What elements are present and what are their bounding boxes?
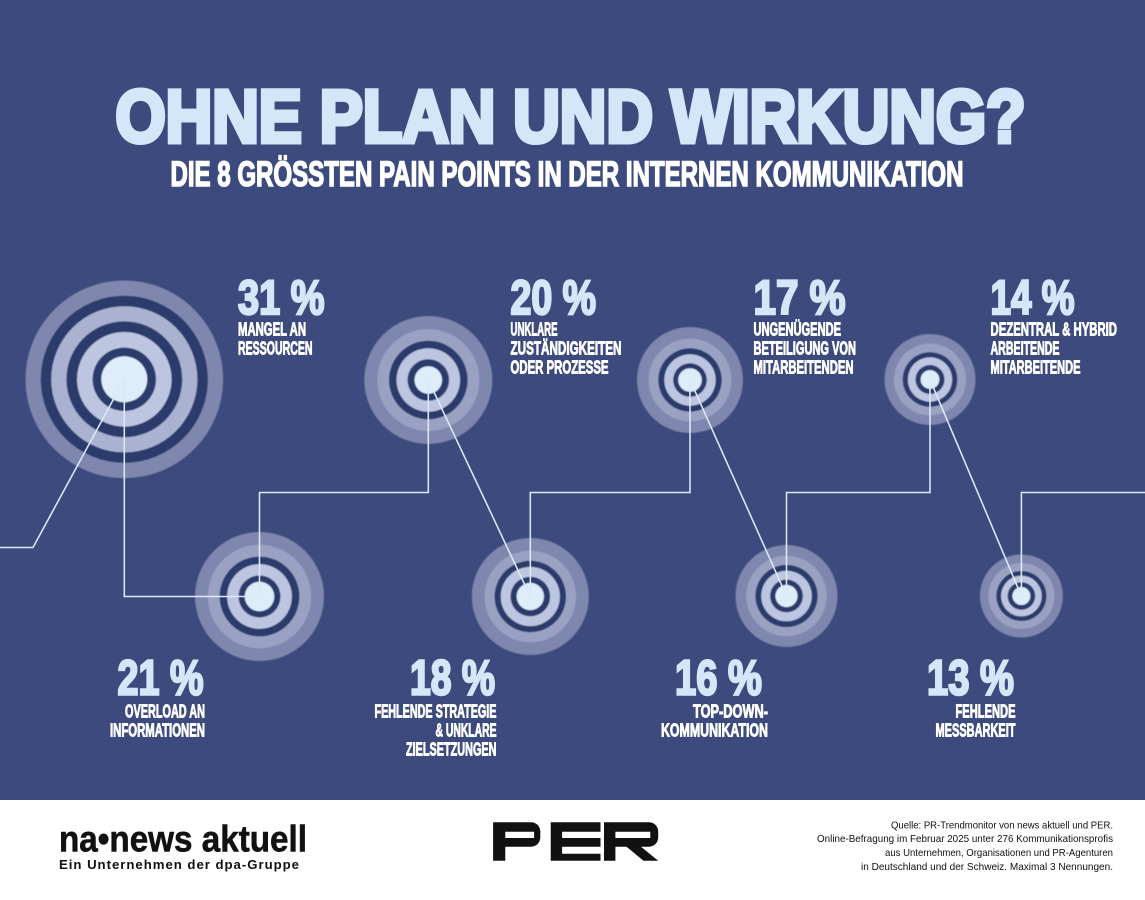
svg-text:in Deutschland und der Schweiz: in Deutschland und der Schweiz. Maximal … [861, 861, 1113, 873]
svg-text:ODER PROZESSE: ODER PROZESSE [511, 358, 609, 378]
svg-text:31 %: 31 % [238, 272, 325, 325]
svg-text:Ein Unternehmen der dpa-Gruppe: Ein Unternehmen der dpa-Gruppe [59, 857, 299, 872]
svg-text:TOP-DOWN-: TOP-DOWN- [693, 702, 768, 722]
svg-text:14 %: 14 % [991, 272, 1075, 325]
svg-text:OVERLOAD AN: OVERLOAD AN [125, 702, 205, 722]
svg-text:KOMMUNIKATION: KOMMUNIKATION [661, 721, 768, 741]
svg-text:18 %: 18 % [410, 652, 495, 706]
svg-text:ZIELSETZUNGEN: ZIELSETZUNGEN [406, 740, 497, 760]
svg-text:Online-Befragung im Februar 20: Online-Befragung im Februar 2025 unter 2… [817, 833, 1113, 845]
svg-text:MESSBARKEIT: MESSBARKEIT [936, 721, 1016, 741]
svg-text:16 %: 16 % [675, 652, 762, 706]
svg-text:MITARBEITENDEN: MITARBEITENDEN [754, 358, 854, 378]
svg-text:INFORMATIONEN: INFORMATIONEN [110, 721, 205, 741]
svg-text:OHNE PLAN UND WIRKUNG?: OHNE PLAN UND WIRKUNG? [116, 75, 1026, 158]
svg-text:MANGEL AN: MANGEL AN [238, 320, 306, 340]
svg-text:13 %: 13 % [927, 652, 1014, 706]
svg-text:FEHLENDE: FEHLENDE [956, 702, 1016, 722]
svg-text:aus Unternehmen, Organisatione: aus Unternehmen, Organisationen und PR-A… [885, 847, 1113, 859]
svg-text:ARBEITENDE: ARBEITENDE [991, 339, 1060, 359]
svg-text:20 %: 20 % [511, 272, 597, 325]
svg-text:UNGENÜGENDE: UNGENÜGENDE [754, 320, 842, 340]
svg-text:BETEILIGUNG VON: BETEILIGUNG VON [754, 339, 857, 359]
svg-text:na•news aktuell: na•news aktuell [59, 818, 307, 859]
svg-text:DIE 8 GRÖSSTEN PAIN POINTS IN: DIE 8 GRÖSSTEN PAIN POINTS IN DER INTERN… [171, 155, 964, 194]
svg-text:ZUSTÄNDIGKEITEN: ZUSTÄNDIGKEITEN [511, 339, 622, 359]
svg-text:21 %: 21 % [118, 652, 204, 706]
svg-text:17 %: 17 % [754, 272, 846, 325]
svg-text:& UNKLARE: & UNKLARE [436, 721, 497, 741]
svg-text:UNKLARE: UNKLARE [511, 320, 558, 340]
svg-text:FEHLENDE STRATEGIE: FEHLENDE STRATEGIE [375, 702, 497, 722]
svg-text:RESSOURCEN: RESSOURCEN [238, 339, 313, 359]
svg-text:DEZENTRAL & HYBRID: DEZENTRAL & HYBRID [991, 320, 1118, 340]
svg-text:MITARBEITENDE: MITARBEITENDE [991, 358, 1081, 378]
svg-text:Quelle: PR-Trendmonitor von n: Quelle: PR-Trendmonitor von news aktuell… [891, 819, 1113, 831]
